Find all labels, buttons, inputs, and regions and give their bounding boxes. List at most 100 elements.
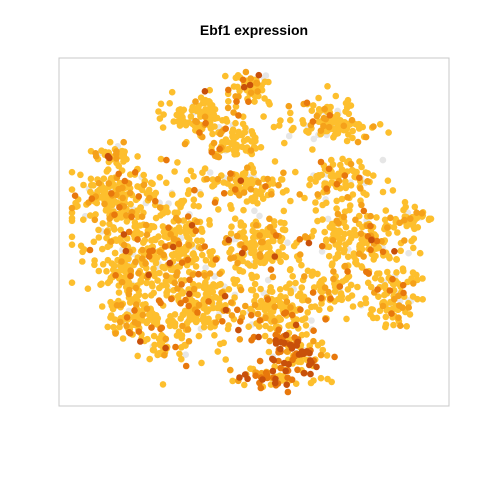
scatter-point	[214, 304, 221, 312]
scatter-point	[110, 224, 117, 231]
scatter-point	[296, 236, 304, 243]
scatter-point	[304, 309, 312, 316]
scatter-point	[209, 130, 216, 138]
scatter-point	[159, 124, 167, 131]
scatter-point	[393, 255, 400, 263]
scatter-point	[287, 197, 294, 205]
scatter-point	[109, 266, 117, 274]
scatter-point	[193, 317, 200, 325]
scatter-point	[242, 302, 249, 310]
scatter-point	[92, 153, 100, 160]
scatter-point	[266, 224, 274, 231]
scatter-point	[161, 243, 169, 250]
scatter-point	[131, 169, 139, 176]
scatter-point	[268, 288, 276, 296]
scatter-point	[301, 194, 308, 202]
scatter-point	[99, 245, 106, 253]
scatter-point	[177, 300, 184, 307]
scatter-point	[172, 343, 179, 351]
scatter-point	[217, 280, 224, 288]
scatter-point	[115, 289, 123, 296]
scatter-point	[230, 109, 237, 116]
scatter-point	[212, 256, 220, 263]
scatter-point	[171, 311, 179, 318]
scatter-point	[247, 147, 255, 154]
scatter-point	[354, 138, 362, 146]
scatter-point	[275, 326, 283, 334]
scatter-point	[192, 263, 200, 270]
scatter-point	[198, 359, 205, 367]
scatter-point	[265, 348, 273, 356]
scatter-point	[326, 305, 334, 313]
scatter-point	[91, 216, 99, 224]
scatter-point	[347, 182, 355, 189]
scatter-point	[382, 313, 390, 321]
scatter-point	[405, 221, 412, 228]
scatter-point	[134, 320, 142, 328]
scatter-point	[303, 348, 311, 355]
scatter-point	[68, 209, 76, 216]
scatter-point	[358, 201, 365, 209]
scatter-point	[261, 78, 269, 86]
scatter-point	[300, 369, 308, 377]
scatter-point	[205, 298, 212, 305]
scatter-point	[68, 204, 76, 212]
scatter-point	[188, 222, 196, 229]
scatter-point	[143, 231, 151, 238]
scatter-point	[190, 173, 197, 180]
scatter-point	[184, 256, 192, 264]
scatter-point	[125, 290, 133, 298]
scatter-point	[91, 261, 98, 269]
scatter-point	[367, 246, 374, 254]
scatter-point	[371, 274, 379, 282]
scatter-point	[326, 112, 334, 119]
scatter-point	[68, 214, 76, 222]
scatter-point	[289, 356, 296, 364]
scatter-point	[227, 255, 234, 262]
scatter-point	[250, 169, 257, 176]
scatter-point	[227, 230, 235, 237]
scatter-point	[171, 168, 178, 175]
scatter-point	[225, 98, 232, 105]
scatter-point	[356, 158, 363, 165]
scatter-point	[341, 262, 349, 270]
scatter-point	[169, 252, 177, 259]
scatter-point	[231, 294, 238, 301]
scatter-point	[406, 311, 414, 318]
scatter-point	[240, 206, 247, 214]
scatter-point	[259, 376, 266, 383]
scatter-point	[241, 381, 248, 389]
scatter-point	[368, 236, 375, 244]
scatter-point	[206, 98, 213, 106]
scatter-point	[103, 228, 111, 236]
scatter-point	[209, 248, 216, 255]
scatter-point	[251, 301, 259, 309]
scatter-point	[131, 223, 138, 230]
scatter-point	[142, 221, 150, 229]
scatter-point	[106, 138, 114, 146]
scatter-point	[145, 311, 153, 318]
scatter-point	[251, 207, 258, 215]
scatter-point	[379, 248, 387, 256]
scatter-point	[304, 297, 312, 304]
scatter-point	[327, 295, 334, 303]
scatter-point	[362, 238, 370, 245]
scatter-point	[257, 144, 265, 151]
scatter-point	[99, 193, 106, 200]
scatter-point	[128, 213, 135, 221]
scatter-point	[390, 224, 398, 231]
scatter-point	[80, 181, 87, 189]
scatter-point	[201, 243, 208, 250]
scatter-point	[266, 215, 273, 223]
scatter-point	[120, 231, 128, 238]
scatter-point	[294, 366, 301, 374]
scatter-point	[325, 165, 333, 173]
scatter-point	[185, 302, 192, 310]
scatter-point	[339, 155, 346, 163]
scatter-point	[252, 292, 260, 300]
scatter-point	[119, 335, 127, 342]
scatter-point	[125, 228, 133, 236]
scatter-point	[117, 266, 125, 274]
scatter-point	[178, 109, 185, 117]
scatter-point	[344, 194, 351, 201]
